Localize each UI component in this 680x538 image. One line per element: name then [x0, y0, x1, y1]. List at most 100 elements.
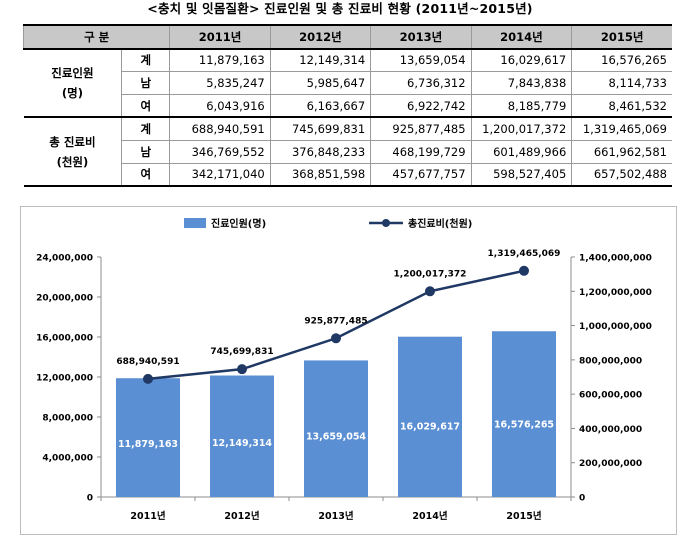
table-cell: 12,149,314 [270, 47, 372, 73]
table-cell: 6,736,312 [370, 71, 472, 95]
table-cell: 6,922,742 [370, 93, 472, 118]
header-year: 2014년 [470, 24, 573, 50]
table-cell: 342,171,040 [169, 162, 271, 187]
table-row: 남 346,769,552 376,848,233 468,199,729 60… [24, 139, 672, 164]
bar [116, 378, 180, 497]
y-left-tick-label: 0 [87, 494, 93, 504]
y-right-tick-label: 200,000,000 [579, 459, 642, 469]
row-sub-label: 계 [121, 116, 171, 141]
table-row: 총 진료비 (천원) 계 688,940,591 745,699,831 925… [23, 116, 672, 187]
bar [492, 331, 556, 497]
header-year: 2015년 [571, 24, 672, 50]
line-point [143, 373, 153, 384]
group-label-cost: 총 진료비 (천원) [23, 116, 123, 187]
table-cell: 5,835,247 [169, 71, 271, 95]
table-cell: 745,699,831 [270, 116, 372, 141]
legend-line-marker [382, 219, 390, 227]
table-cell: 6,043,916 [169, 93, 271, 118]
group-label-line: 총 진료비 [49, 134, 96, 149]
line-point [519, 265, 529, 276]
bar-data-label: 12,149,314 [212, 438, 272, 449]
table-cell: 13,659,054 [370, 47, 472, 73]
table-cell: 1,319,465,069 [571, 116, 672, 141]
y-left-tick-label: 16,000,000 [36, 334, 93, 344]
y-right-tick-label: 1,200,000,000 [579, 288, 652, 298]
header-year: 2012년 [269, 24, 372, 50]
y-left-tick-label: 12,000,000 [36, 374, 93, 384]
line-point [331, 333, 341, 344]
table-cell: 661,962,581 [571, 139, 672, 164]
table-cell: 925,877,485 [370, 116, 472, 141]
line-point [237, 364, 247, 375]
group-label-line: 진료인원 [51, 65, 94, 80]
x-tick-label: 2015년 [506, 510, 541, 522]
y-left-tick-label: 24,000,000 [36, 254, 93, 264]
table-header-row: 구 분 2011년 2012년 2013년 2014년 2015년 [22, 24, 672, 50]
x-tick-label: 2012년 [224, 510, 259, 522]
chart-canvas: 0 4,000,000 8,000,000 12,000,000 16,000,000 2… [36, 217, 652, 522]
table-cell: 5,985,647 [270, 71, 372, 95]
table-cell: 346,769,552 [169, 139, 271, 164]
table-row: 진료인원 (명) 계 11,879,163 12,149,314 13,659,… [23, 47, 672, 118]
bar-data-label: 16,029,617 [400, 422, 460, 433]
y-right-tick-label: 1,400,000,000 [579, 254, 652, 264]
x-tick-label: 2014년 [412, 510, 447, 522]
table-cell: 688,940,591 [169, 116, 271, 141]
table-cell: 368,851,598 [270, 162, 372, 187]
row-sub-label: 남 [121, 139, 171, 164]
table-row: 여 342,171,040 368,851,598 457,677,757 59… [23, 162, 672, 187]
legend-bar-swatch [184, 218, 206, 228]
bar-data-label: 16,576,265 [494, 419, 554, 430]
table-cell: 601,489,966 [471, 139, 573, 164]
table-cell: 468,199,729 [370, 139, 472, 164]
table-cell: 8,461,532 [571, 93, 672, 118]
group-label-unit: (천원) [56, 154, 89, 169]
table-cell: 16,029,617 [471, 47, 573, 73]
bar-data-label: 11,879,163 [118, 439, 178, 450]
y-left-tick-label: 20,000,000 [36, 294, 93, 304]
table-cell: 16,576,265 [571, 47, 672, 73]
row-sub-label: 여 [121, 93, 171, 118]
y-right-tick-label: 600,000,000 [579, 391, 642, 401]
table-cell: 376,848,233 [270, 139, 372, 164]
table-cell: 1,200,017,372 [471, 116, 573, 141]
y-right-tick-label: 0 [579, 494, 585, 504]
header-year: 2011년 [169, 24, 271, 50]
bar-data-label: 13,659,054 [306, 432, 366, 443]
row-sub-label: 남 [121, 71, 171, 95]
header-year: 2013년 [370, 24, 472, 50]
group-label-unit: (명) [61, 85, 83, 100]
table-cell: 657,502,488 [571, 162, 672, 187]
x-tick-label: 2011년 [130, 510, 165, 522]
line-data-label: 688,940,591 [116, 357, 179, 367]
stats-table: 구 분 2011년 2012년 2013년 2014년 2015년 진료인원 (… [22, 24, 672, 187]
y-left-tick-label: 8,000,000 [42, 414, 93, 424]
row-sub-label: 여 [121, 162, 171, 187]
table-cell: 457,677,757 [370, 162, 472, 187]
header-category: 구 분 [22, 24, 171, 50]
table-cell: 11,879,163 [169, 47, 271, 73]
y-right-tick-label: 1,000,000,000 [579, 322, 652, 332]
legend-line-label: 총진료비(천원) [408, 217, 472, 230]
row-sub-label: 계 [121, 47, 171, 73]
line-data-label: 925,877,485 [304, 316, 367, 326]
legend-bar-label: 진료인원(명) [211, 217, 266, 230]
line-data-label: 1,200,017,372 [394, 269, 467, 279]
bar [398, 336, 462, 497]
y-right-tick-label: 800,000,000 [579, 356, 642, 366]
page-title: <충치 및 잇몸질환> 진료인원 및 총 진료비 현황 (2011년~2015년… [147, 1, 533, 16]
line-data-label: 1,319,465,069 [488, 249, 561, 259]
table-cell: 7,843,838 [471, 71, 573, 95]
table-cell: 8,114,733 [571, 71, 672, 95]
bar [210, 375, 274, 497]
line-data-label: 745,699,831 [210, 347, 273, 357]
x-tick-label: 2013년 [318, 510, 353, 522]
table-cell: 6,163,667 [270, 93, 372, 118]
table-cell: 598,527,405 [471, 162, 573, 187]
line-point [425, 286, 435, 297]
bar [304, 360, 368, 497]
group-label-patients: 진료인원 (명) [23, 47, 123, 118]
y-left-tick-label: 4,000,000 [42, 454, 93, 464]
table-cell: 8,185,779 [471, 93, 573, 118]
y-right-tick-label: 400,000,000 [579, 425, 642, 435]
